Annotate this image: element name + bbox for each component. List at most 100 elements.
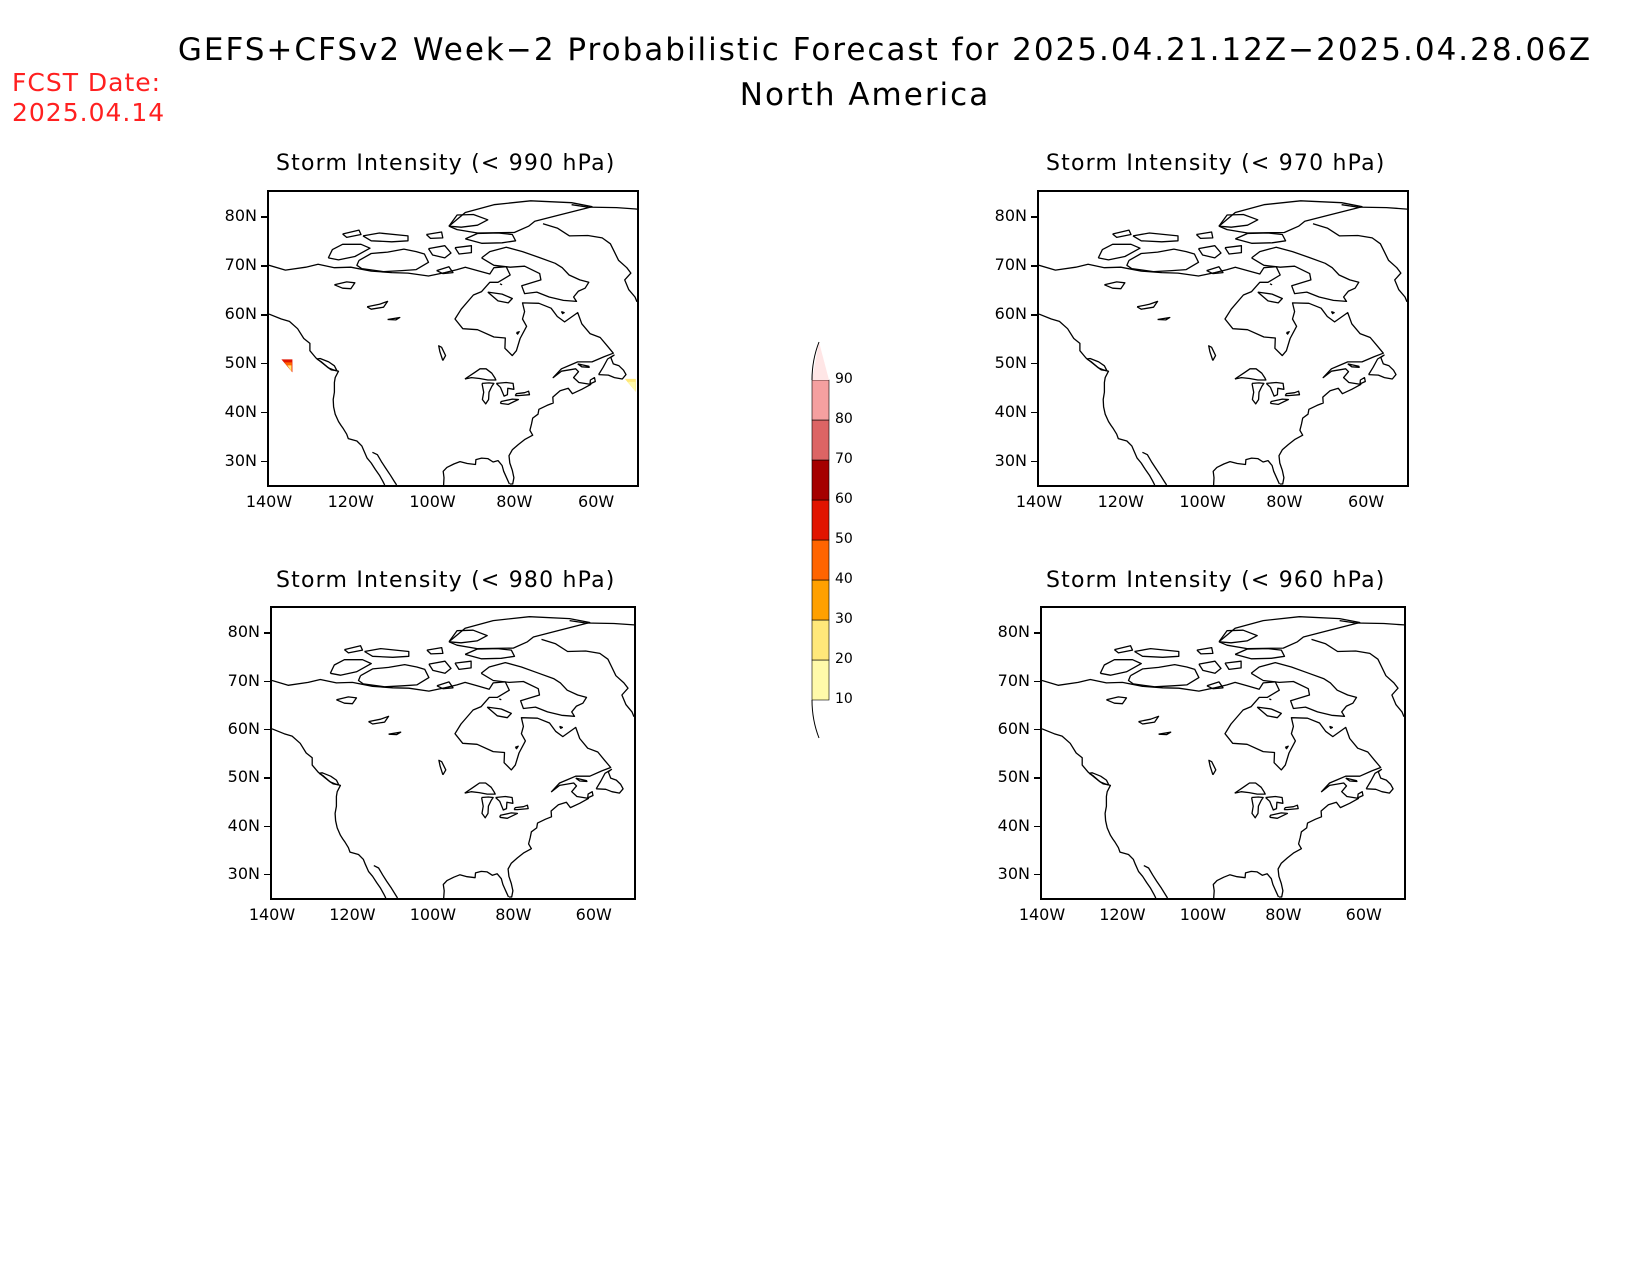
coastline — [1269, 283, 1273, 286]
coastline — [595, 768, 624, 794]
colorbar-label: 80 — [835, 411, 853, 427]
coastline — [327, 243, 371, 261]
lon-label: 80W — [495, 905, 532, 924]
coastline — [454, 660, 472, 671]
coastline — [1126, 248, 1200, 273]
lat-label: 40N — [224, 401, 257, 421]
map-p970 — [1037, 190, 1409, 487]
colorbar-label: 30 — [835, 611, 853, 627]
coastline — [1257, 291, 1283, 304]
coastline — [342, 229, 362, 239]
coastline — [1265, 795, 1284, 811]
page-title: GEFS+CFSv2 Week−2 Probabilistic Forecast… — [177, 32, 1593, 68]
coastline — [559, 725, 564, 729]
lat-label: 50N — [994, 352, 1027, 372]
coastline — [343, 645, 364, 654]
coastline — [1206, 266, 1224, 275]
coastline — [1097, 243, 1141, 261]
colorbar-top-edge — [811, 341, 820, 381]
lat-label: 50N — [997, 767, 1030, 787]
fcst-date-value: 2025.04.14 — [12, 98, 166, 127]
coastline — [1206, 681, 1224, 690]
coastline — [499, 698, 502, 701]
coastline — [316, 357, 338, 372]
lat-label: 60N — [224, 304, 257, 324]
panel-title-p980: Storm Intensity (< 980 hPa) — [276, 568, 616, 593]
coastline — [1330, 310, 1335, 315]
coastline — [1269, 698, 1272, 701]
coastline — [481, 246, 590, 303]
coastline — [336, 696, 358, 705]
coastline — [1365, 768, 1394, 794]
coastline — [1345, 777, 1358, 783]
panel-title-p970: Storm Intensity (< 970 hPa) — [1046, 151, 1386, 176]
coastline — [1359, 376, 1366, 385]
coastline — [1368, 354, 1397, 380]
colorbar-segment — [811, 499, 830, 541]
coastline — [1312, 223, 1407, 303]
probability-cell — [287, 365, 292, 372]
lon-label: 60W — [575, 905, 612, 924]
coastline — [1218, 616, 1361, 650]
coastline — [1235, 232, 1287, 244]
coastline — [334, 281, 356, 290]
coastline — [1224, 660, 1242, 671]
coastline — [1088, 772, 1110, 786]
coastline — [1218, 629, 1258, 644]
colorbar-segment — [811, 619, 830, 661]
coastline — [436, 681, 454, 690]
coastline — [515, 331, 520, 335]
lat-tick — [261, 265, 267, 267]
coastline — [1113, 645, 1134, 654]
coastline — [499, 812, 519, 819]
coastline — [464, 782, 496, 795]
lat-label: 30N — [227, 863, 260, 883]
coastline — [1251, 246, 1360, 303]
coastline — [1284, 390, 1301, 397]
coastline — [1347, 363, 1360, 368]
lat-tick — [261, 314, 267, 316]
coastline — [1198, 660, 1222, 674]
lat-tick — [1031, 460, 1037, 463]
map-canvas-p990 — [269, 200, 637, 485]
colorbar-bottom-edge — [811, 699, 820, 739]
page-subtitle: North America — [739, 77, 991, 113]
coastline — [272, 728, 387, 898]
colorbar-segment — [811, 459, 830, 501]
coastline — [1311, 638, 1404, 718]
coastline — [1212, 457, 1280, 485]
lat-label: 70N — [227, 670, 260, 690]
coastline — [1283, 804, 1299, 811]
coastline — [571, 204, 637, 210]
coastline — [356, 248, 430, 273]
coastline — [1250, 661, 1358, 717]
coastline — [560, 310, 565, 315]
coastline — [373, 865, 399, 898]
lat-tick — [261, 216, 267, 218]
map-canvas-p970 — [1039, 200, 1407, 485]
coastline — [1086, 357, 1108, 372]
lat-label: 60N — [227, 718, 260, 738]
coastline — [1224, 245, 1243, 255]
colorbar-segment — [811, 579, 830, 621]
coastline — [436, 266, 454, 275]
coastline — [1039, 313, 1156, 485]
colorbar-label: 70 — [835, 451, 853, 467]
coastline — [464, 647, 516, 660]
coastline — [448, 616, 591, 650]
lat-tick — [1034, 728, 1040, 731]
coastline — [541, 638, 634, 718]
probability-cell — [284, 362, 292, 372]
lat-tick — [264, 632, 270, 634]
lat-tick — [264, 728, 270, 731]
lon-label: 120W — [327, 492, 374, 511]
lon-label: 140W — [1018, 905, 1066, 924]
coastline — [448, 629, 488, 644]
colorbar-top-arrow — [812, 342, 829, 380]
coastline — [587, 791, 594, 799]
coastline — [388, 731, 402, 736]
coastline — [1250, 796, 1264, 819]
coastline — [464, 368, 497, 381]
coastline — [1357, 791, 1364, 799]
coastline — [1196, 646, 1214, 655]
